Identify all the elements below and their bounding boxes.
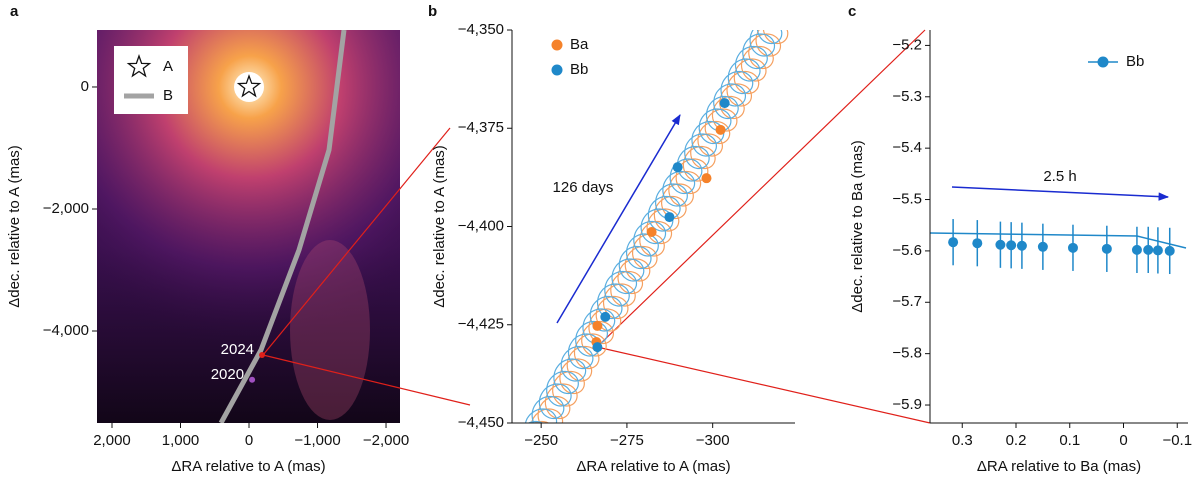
point	[1037, 241, 1048, 252]
y-tick-label: −4,400	[458, 217, 504, 234]
epoch-point	[259, 351, 266, 358]
point	[715, 124, 726, 135]
point	[646, 227, 657, 238]
y-tick-label: −4,000	[43, 322, 89, 339]
panel-label: c	[848, 3, 856, 20]
y-tick-label: −5.8	[892, 345, 922, 362]
x-tick-label: −2,000	[363, 432, 409, 449]
point	[1101, 243, 1112, 254]
point	[1131, 244, 1142, 255]
point	[672, 162, 683, 173]
connector-lines	[262, 29, 931, 424]
point	[972, 238, 983, 249]
arrow	[556, 114, 681, 324]
y-tick-label: −5.7	[892, 293, 922, 310]
legend-marker	[551, 64, 563, 76]
x-tick-label: −275	[610, 432, 644, 449]
legend-label: A	[163, 58, 173, 75]
y-tick-label: −5.6	[892, 242, 922, 259]
x-tick-label: 0.3	[952, 432, 973, 449]
y-tick-label: −5.9	[892, 396, 922, 413]
epoch-point	[249, 376, 256, 383]
arrow	[951, 186, 1170, 201]
y-tick-label: −4,375	[458, 119, 504, 136]
point	[600, 311, 611, 322]
y-tick-label: −4,425	[458, 316, 504, 333]
legend-box	[114, 46, 188, 114]
point	[1152, 245, 1163, 256]
point	[664, 212, 675, 223]
x-tick-label: 0.1	[1059, 432, 1080, 449]
y-axis-label: Δdec. relative to A (mas)	[6, 145, 23, 308]
annotation: 126 days	[553, 179, 614, 196]
point	[701, 173, 712, 184]
y-tick-label: −2,000	[43, 200, 89, 217]
point	[592, 320, 603, 331]
fit-line	[1136, 235, 1187, 249]
y-axis-label: Δdec. relative to Ba (mas)	[849, 140, 866, 313]
x-tick-label: 0.2	[1006, 432, 1027, 449]
x-axis-label: ΔRA relative to A (mas)	[576, 458, 730, 475]
star-marker	[236, 74, 262, 98]
point	[995, 239, 1006, 250]
legend-label: Bb	[570, 61, 588, 78]
point	[1067, 242, 1078, 253]
x-tick-label: −250	[524, 432, 558, 449]
x-axis-label: ΔRA relative to A (mas)	[171, 458, 325, 475]
point	[948, 237, 959, 248]
legend-label: Ba	[570, 36, 589, 53]
x-tick-label: 0	[245, 432, 253, 449]
x-tick-label: −0.1	[1162, 432, 1192, 449]
y-tick-label: −5.2	[892, 36, 922, 53]
legend-star	[126, 54, 152, 78]
panel-label: a	[10, 3, 19, 20]
legend-marker	[551, 39, 563, 51]
y-tick-label: −4,450	[458, 414, 504, 431]
x-tick-label: −1,000	[294, 432, 340, 449]
x-axis-label: ΔRA relative to Ba (mas)	[977, 458, 1141, 475]
epoch-label: 2020	[211, 366, 244, 383]
point	[1016, 240, 1027, 251]
x-tick-label: 0	[1119, 432, 1127, 449]
x-tick-label: −300	[696, 432, 730, 449]
y-tick-label: 0	[81, 78, 89, 95]
orbit-track	[218, 30, 347, 423]
fit-line	[929, 232, 1138, 237]
x-tick-label: 2,000	[93, 432, 131, 449]
y-tick-label: −5.3	[892, 88, 922, 105]
legend-marker	[1097, 56, 1109, 68]
panel-label: b	[428, 3, 437, 20]
point	[1164, 245, 1175, 256]
orbit-model	[530, 30, 789, 423]
annotation: 2.5 h	[1043, 168, 1076, 185]
legend-label: Bb	[1126, 53, 1144, 70]
y-tick-label: −5.4	[892, 139, 922, 156]
point	[1006, 240, 1017, 251]
point	[719, 98, 730, 109]
x-tick-label: 1,000	[162, 432, 200, 449]
legend-label: B	[163, 87, 173, 104]
y-tick-label: −5.5	[892, 190, 922, 207]
y-tick-label: −4,350	[458, 21, 504, 38]
point	[592, 342, 603, 353]
point	[1143, 244, 1154, 255]
y-axis-label: Δdec. relative to A (mas)	[431, 145, 448, 308]
epoch-label: 2024	[221, 341, 254, 358]
